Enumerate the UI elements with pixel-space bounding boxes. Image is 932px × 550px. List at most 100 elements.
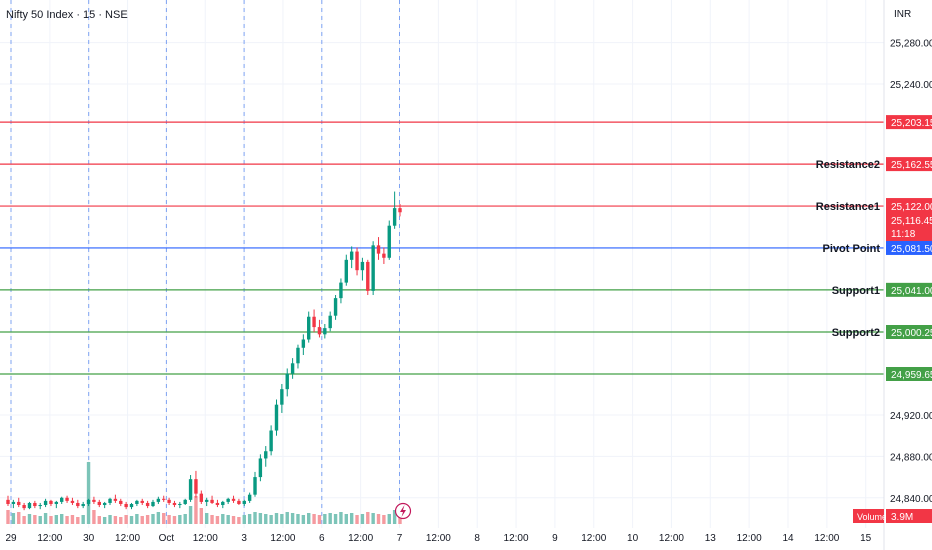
candle-body	[22, 505, 26, 509]
volume-bar	[86, 462, 91, 524]
volume-bar	[301, 515, 306, 524]
volume-bar	[231, 516, 236, 524]
candle-body	[247, 494, 252, 501]
candle-body	[92, 499, 96, 502]
candle-body	[140, 500, 144, 503]
candle-body	[258, 458, 263, 478]
volume-bar	[317, 515, 322, 524]
x-tick-label: 10	[627, 533, 639, 544]
candle-body	[371, 245, 375, 291]
candle-body	[317, 327, 322, 335]
volume-bar	[280, 514, 284, 524]
volume-bar	[382, 515, 386, 524]
volume-bar	[371, 513, 375, 524]
volume-bar	[312, 514, 316, 524]
volume-bar	[339, 512, 343, 524]
volume-value: 3.9M	[891, 512, 913, 523]
y-tick-label: 24,880.00	[890, 452, 932, 463]
volume-bar	[11, 513, 16, 524]
x-tick-label: Oct	[159, 533, 175, 544]
x-tick-label: 14	[782, 533, 794, 544]
candle-body	[360, 261, 365, 271]
level-price-tag: 25,162.55	[891, 160, 932, 171]
volume-bar	[328, 513, 332, 524]
candle-body	[81, 503, 85, 507]
volume-bar	[17, 512, 21, 524]
candle-body	[339, 282, 343, 299]
candle-body	[59, 497, 64, 502]
volume-bar	[124, 515, 128, 524]
candle-body	[145, 502, 150, 507]
candle-body	[194, 479, 198, 494]
candle-body	[49, 500, 53, 504]
candle-body	[54, 501, 59, 504]
price-tag-bg	[886, 367, 932, 381]
candle-body	[237, 500, 241, 504]
volume-bar	[22, 516, 26, 524]
level-name-label: Support2	[832, 327, 880, 339]
volume-bar	[33, 515, 37, 524]
last-price-value: 25,116.45	[891, 216, 932, 227]
volume-bar	[97, 516, 101, 524]
level-name-label: Resistance2	[816, 159, 880, 171]
x-tick-label: 12:00	[270, 533, 295, 544]
candle-body	[280, 389, 284, 405]
volume-bar	[215, 516, 220, 524]
candle-body	[113, 498, 118, 501]
candle-body	[323, 328, 327, 335]
candle-body	[269, 430, 273, 452]
x-tick-label: 3	[241, 533, 247, 544]
candle-body	[76, 502, 80, 507]
level-price-tag: 25,041.00	[891, 286, 932, 297]
volume-bar	[129, 516, 134, 524]
volume-bar	[172, 516, 177, 524]
volume-bar	[162, 513, 166, 524]
volume-bar	[151, 514, 155, 524]
volume-label: Volume	[857, 512, 887, 522]
volume-bar	[237, 517, 241, 524]
level-price-tag: 25,122.00	[891, 202, 932, 213]
volume-bar	[76, 517, 80, 524]
volume-bar	[269, 515, 273, 524]
candle-body	[38, 505, 42, 507]
volume-bar	[323, 514, 327, 524]
candle-body	[264, 451, 268, 459]
candle-body	[312, 316, 316, 328]
candle-body	[398, 208, 402, 213]
candle-body	[333, 298, 338, 316]
candle-body	[204, 499, 209, 502]
candle-body	[226, 498, 230, 502]
x-tick-label: 12:00	[115, 533, 140, 544]
x-tick-label: 29	[5, 533, 17, 544]
volume-bar	[355, 515, 359, 524]
candle-body	[382, 253, 386, 258]
price-tag-bg	[886, 240, 932, 255]
volume-bar	[27, 514, 32, 524]
volume-bar	[108, 515, 112, 524]
candle-body	[178, 503, 182, 506]
candle-body	[307, 316, 311, 340]
volume-bar	[285, 512, 289, 524]
currency-label[interactable]: INR	[894, 9, 912, 20]
symbol-title[interactable]: Nifty 50 Index · 15 · NSE	[6, 9, 128, 21]
candle-body	[392, 208, 397, 226]
volume-bar	[156, 512, 161, 524]
x-tick-label: 30	[83, 533, 95, 544]
candle-body	[172, 502, 177, 506]
candle-body	[242, 500, 246, 504]
candle-body	[199, 493, 204, 502]
volume-bar	[221, 514, 225, 524]
candle-body	[387, 225, 391, 258]
candle-body	[167, 499, 171, 503]
volume-bar	[102, 517, 107, 524]
lightning-icon	[394, 502, 412, 520]
candle-body	[86, 499, 91, 504]
volume-bar	[183, 514, 187, 524]
candle-body	[296, 347, 300, 364]
x-tick-label: 12:00	[814, 533, 839, 544]
candle-body	[43, 500, 48, 506]
volume-bar	[392, 510, 397, 524]
volume-bar	[349, 513, 354, 524]
volume-bar	[247, 514, 252, 524]
